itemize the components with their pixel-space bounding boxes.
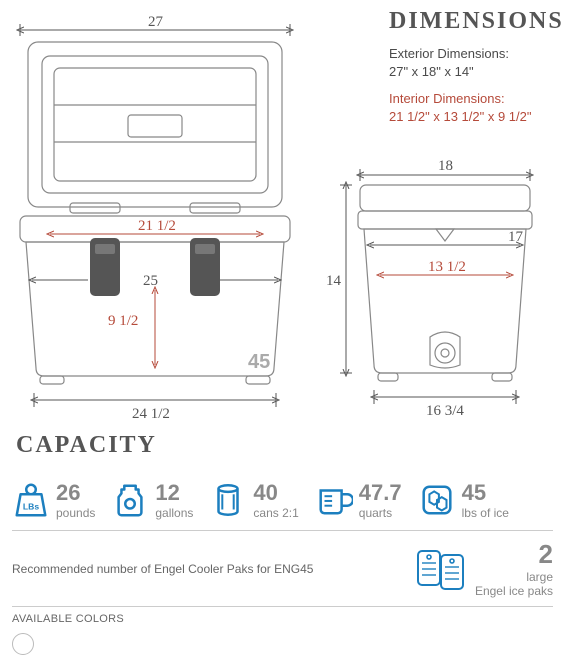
- can-icon: [209, 481, 247, 519]
- rec-label1: large: [475, 570, 553, 584]
- available-colors-label: AVAILABLE COLORS: [0, 607, 565, 631]
- cap-ice: 45 lbs of ice: [418, 480, 509, 520]
- ice-value: 45: [462, 480, 509, 506]
- recommended-text: Recommended number of Engel Cooler Paks …: [12, 562, 313, 576]
- cap-quarts: 47.7 quarts: [315, 480, 402, 520]
- pounds-value: 26: [56, 480, 95, 506]
- gallons-value: 12: [155, 480, 193, 506]
- capacity-row: LBs 26 pounds 12 gallons: [0, 474, 565, 526]
- front-view: 27 21 1/2 25 9 1/2: [20, 14, 290, 422]
- ice-pak-icon: [415, 547, 467, 591]
- ice-cube-icon: [418, 481, 456, 519]
- capacity-title: CAPACITY: [16, 432, 157, 459]
- gallons-unit: gallons: [155, 506, 193, 520]
- model-badge: 45: [248, 351, 270, 373]
- jug-icon: [111, 481, 149, 519]
- latch-right: [190, 238, 220, 296]
- side-view: 18 17 13 1/2 14 16 3/4: [326, 158, 532, 419]
- dim-base-width: 24 1/2: [132, 406, 170, 422]
- dim-top-width: 27: [148, 14, 164, 30]
- color-swatch-white: [12, 633, 34, 655]
- side-inner-top: 17: [508, 229, 524, 245]
- svg-text:LBs: LBs: [23, 502, 39, 512]
- latch-left: [90, 238, 120, 296]
- cap-gallons: 12 gallons: [111, 480, 193, 520]
- quarts-unit: quarts: [359, 506, 402, 520]
- ice-unit: lbs of ice: [462, 506, 509, 520]
- pounds-unit: pounds: [56, 506, 95, 520]
- rec-count: 2: [475, 539, 553, 570]
- recommended-row: Recommended number of Engel Cooler Paks …: [12, 530, 553, 607]
- cap-pounds: LBs 26 pounds: [12, 480, 95, 520]
- dim-inner-width: 21 1/2: [138, 218, 176, 234]
- measuring-cup-icon: [315, 481, 353, 519]
- rec-label2: Engel ice paks: [475, 584, 553, 598]
- weight-icon: LBs: [12, 481, 50, 519]
- quarts-value: 47.7: [359, 480, 402, 506]
- cans-unit: cans 2:1: [253, 506, 298, 520]
- side-base-width: 16 3/4: [426, 403, 464, 419]
- capacity-section: LBs 26 pounds 12 gallons: [0, 474, 565, 657]
- side-top-width: 18: [438, 158, 453, 174]
- cans-value: 40: [253, 480, 298, 506]
- cap-cans: 40 cans 2:1: [209, 480, 298, 520]
- product-diagram: 27 21 1/2 25 9 1/2: [0, 0, 565, 430]
- dim-body-width: 25: [143, 273, 158, 289]
- side-inner-mid: 13 1/2: [428, 259, 466, 275]
- dim-inner-height: 9 1/2: [108, 313, 138, 329]
- side-height: 14: [326, 273, 342, 289]
